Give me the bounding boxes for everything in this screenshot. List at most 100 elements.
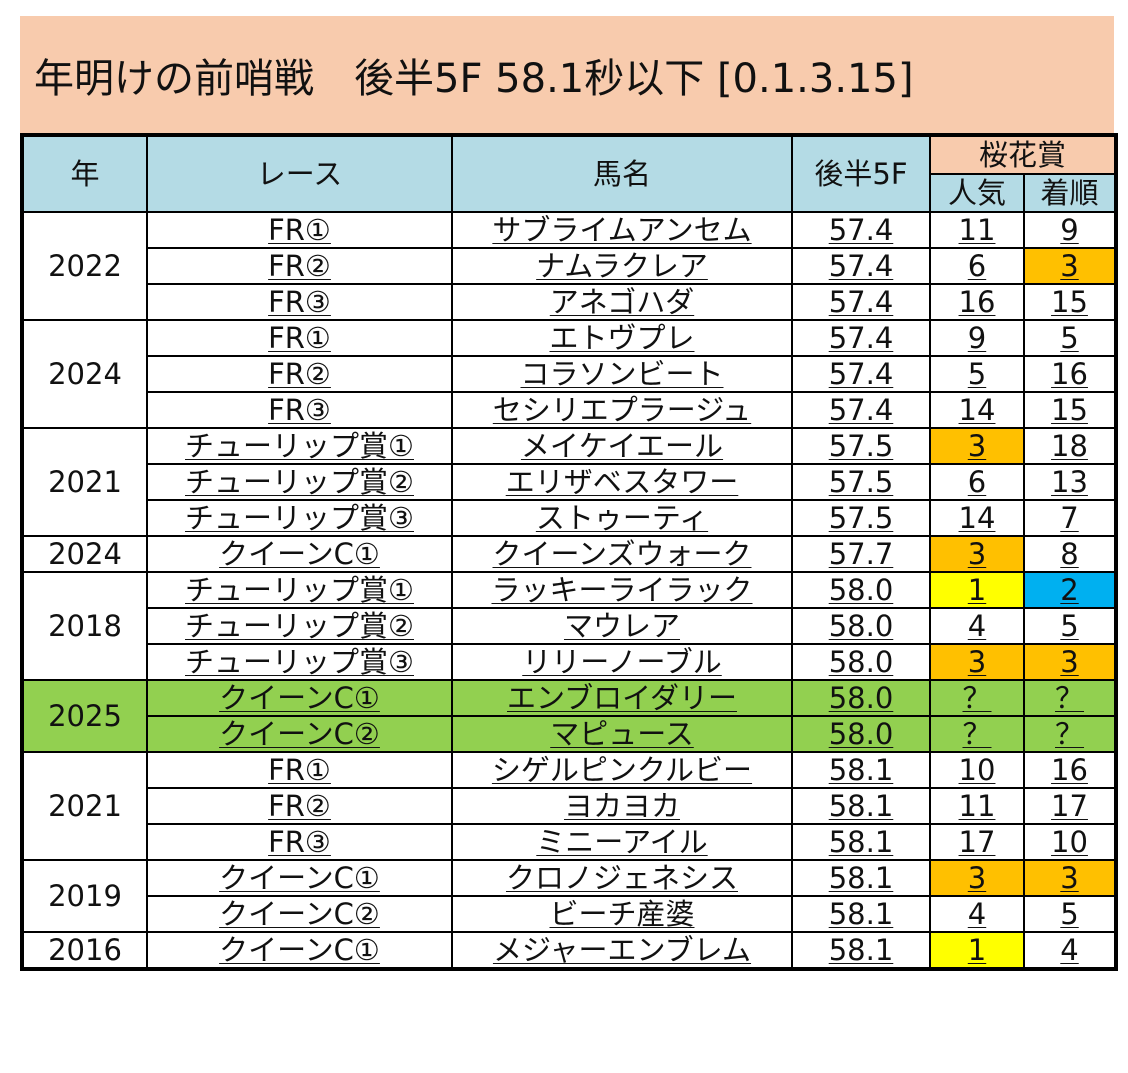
horse-cell-text: ラッキーライラック <box>491 572 753 607</box>
race-cell: クイーンC② <box>146 895 453 933</box>
popularity-cell-text: 14 <box>958 500 996 535</box>
race-cell: FR③ <box>146 283 453 321</box>
finish-cell: 5 <box>1022 895 1118 933</box>
horse-cell-text: メジャーエンブレム <box>492 932 752 967</box>
last5f-cell: 58.0 <box>791 679 931 717</box>
race-cell-text: FR① <box>268 320 331 355</box>
race-cell-text: FR① <box>268 212 331 247</box>
last5f-cell: 57.5 <box>791 499 931 537</box>
header-finish: 着順 <box>1022 173 1118 213</box>
popularity-cell: 5 <box>929 355 1025 393</box>
horse-cell: エトヴプレ <box>451 319 793 357</box>
race-cell: FR③ <box>146 391 453 429</box>
last5f-cell-text: 58.0 <box>828 608 894 643</box>
race-cell: FR③ <box>146 823 453 861</box>
race-cell-text: チューリップ賞② <box>185 608 414 643</box>
table-row: クイーンC② マピュース 58.0 ？ ？ <box>22 715 1118 753</box>
horse-cell-text: コラソンビート <box>520 356 724 391</box>
finish-cell: 15 <box>1022 283 1118 321</box>
last5f-cell: 58.0 <box>791 571 931 609</box>
race-cell-text: クイーンC② <box>219 896 380 931</box>
horse-cell: コラソンビート <box>451 355 793 393</box>
finish-cell-text: ？ <box>1055 716 1085 751</box>
popularity-cell: 14 <box>929 391 1025 429</box>
finish-cell: 5 <box>1022 319 1118 357</box>
finish-cell: 16 <box>1022 355 1118 393</box>
year-cell: 2019 <box>21 859 148 933</box>
finish-cell-text: 18 <box>1051 428 1088 463</box>
race-cell: チューリップ賞③ <box>146 643 453 681</box>
popularity-cell-text: 9 <box>967 320 987 355</box>
horse-cell-text: シゲルピンクルビー <box>491 752 753 787</box>
popularity-cell-text: 6 <box>967 248 987 283</box>
finish-cell: 4 <box>1022 931 1118 970</box>
popularity-cell: 3 <box>929 643 1025 681</box>
last5f-cell-text: 57.5 <box>828 428 894 463</box>
last5f-cell-text: 57.4 <box>828 320 894 355</box>
popularity-cell-text: ？ <box>962 680 992 715</box>
finish-cell: 7 <box>1022 499 1118 537</box>
page-title: 年明けの前哨戦 後半5F 58.1秒以下 [0.1.3.15] <box>20 16 1114 133</box>
last5f-cell: 57.4 <box>791 247 931 285</box>
last5f-cell: 58.1 <box>791 823 931 861</box>
race-cell-text: クイーンC① <box>219 536 380 571</box>
race-cell-text: FR② <box>268 356 331 391</box>
last5f-cell-text: 58.1 <box>828 788 894 823</box>
horse-cell-text: アネゴハダ <box>549 284 695 319</box>
finish-cell-text: 8 <box>1060 536 1079 571</box>
race-cell-text: チューリップ賞② <box>185 464 414 499</box>
finish-cell: 15 <box>1022 391 1118 429</box>
horse-cell: シゲルピンクルビー <box>451 751 793 789</box>
horse-cell: ヨカヨカ <box>451 787 793 825</box>
horse-cell-text: エトヴプレ <box>549 320 695 355</box>
table-row: FR② コラソンビート 57.4 5 16 <box>22 355 1118 393</box>
last5f-cell-text: 57.4 <box>828 284 894 319</box>
popularity-cell: 11 <box>929 787 1025 825</box>
finish-cell-text: ？ <box>1055 680 1085 715</box>
horse-cell-text: リリーノーブル <box>522 644 722 679</box>
horse-cell: ラッキーライラック <box>451 571 793 609</box>
horse-cell-text: ヨカヨカ <box>563 788 680 823</box>
finish-cell: 13 <box>1022 463 1118 501</box>
popularity-cell-text: 11 <box>958 212 996 247</box>
table-row: FR③ ミニーアイル 58.1 17 10 <box>22 823 1118 861</box>
race-cell: FR② <box>146 355 453 393</box>
horse-cell: エリザベスタワー <box>451 463 793 501</box>
last5f-cell: 57.7 <box>791 535 931 573</box>
horse-cell-text: セシリエプラージュ <box>492 392 752 427</box>
last5f-cell: 57.4 <box>791 355 931 393</box>
race-cell-text: FR③ <box>268 284 331 319</box>
horse-cell: ストゥーティ <box>451 499 793 537</box>
table-row: チューリップ賞③ リリーノーブル 58.0 3 3 <box>22 643 1118 681</box>
table-row: チューリップ賞② エリザベスタワー 57.5 6 13 <box>22 463 1118 501</box>
table-row: チューリップ賞② マウレア 58.0 4 5 <box>22 607 1118 645</box>
race-cell-text: クイーンC① <box>219 860 380 895</box>
horse-cell-text: サブライムアンセム <box>492 212 752 247</box>
last5f-cell: 57.4 <box>791 319 931 357</box>
finish-cell: 5 <box>1022 607 1118 645</box>
header-race: レース <box>146 134 453 213</box>
popularity-cell-text: 5 <box>967 356 987 391</box>
popularity-cell: ？ <box>929 715 1025 753</box>
last5f-cell: 58.0 <box>791 643 931 681</box>
finish-cell: 18 <box>1022 427 1118 465</box>
year-cell: 2021 <box>21 751 148 861</box>
finish-cell-text: 3 <box>1060 860 1079 895</box>
table-row: FR② ナムラクレア 57.4 6 3 <box>22 247 1118 285</box>
horse-cell: メジャーエンブレム <box>451 931 793 970</box>
race-cell: クイーンC② <box>146 715 453 753</box>
last5f-cell: 57.5 <box>791 463 931 501</box>
race-cell-text: クイーンC① <box>219 680 380 715</box>
finish-cell-text: 7 <box>1060 500 1079 535</box>
finish-cell: 3 <box>1022 859 1118 897</box>
horse-cell-text: クロノジェネシス <box>505 860 738 895</box>
race-cell-text: チューリップ賞① <box>185 572 414 607</box>
horse-cell-text: メイケイエール <box>520 428 724 463</box>
last5f-cell: 57.5 <box>791 427 931 465</box>
last5f-cell-text: 58.1 <box>828 932 894 967</box>
horse-cell-text: ビーチ産婆 <box>549 896 695 931</box>
race-cell-text: チューリップ賞③ <box>185 500 414 535</box>
horse-cell: メイケイエール <box>451 427 793 465</box>
last5f-cell: 58.1 <box>791 859 931 897</box>
table-row: 2025 クイーンC① エンブロイダリー 58.0？？ <box>21 679 1118 753</box>
